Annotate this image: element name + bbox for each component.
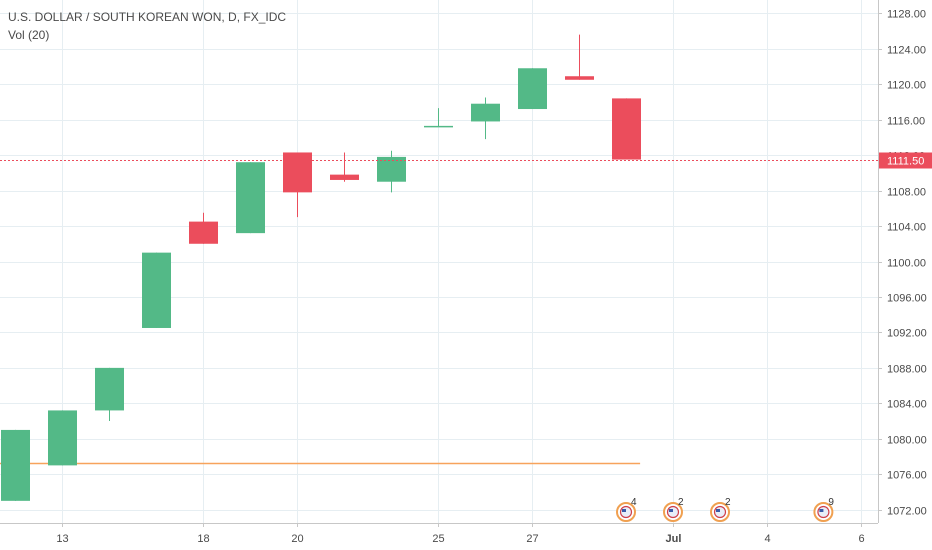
candle-body bbox=[283, 152, 312, 193]
economic-events[interactable]: 4 2 2 9 bbox=[616, 497, 834, 522]
candle bbox=[424, 108, 453, 128]
flag-canton-icon bbox=[669, 509, 673, 512]
candle bbox=[95, 367, 124, 422]
candle bbox=[48, 410, 77, 466]
time-tick-label: 25 bbox=[432, 533, 444, 545]
event-flag[interactable]: 9 bbox=[813, 497, 834, 522]
candle-body bbox=[189, 221, 218, 244]
candle-body bbox=[612, 98, 641, 160]
event-flag[interactable]: 4 bbox=[616, 497, 637, 522]
event-flag[interactable]: 2 bbox=[710, 497, 731, 522]
time-axis[interactable]: 13 18 20 25 27 Jul 4 6 bbox=[0, 523, 932, 550]
price-tick-label: 1092.00 bbox=[887, 328, 927, 340]
price-tick-label: 1076.00 bbox=[887, 470, 927, 482]
flag-canton-icon bbox=[622, 509, 626, 512]
candle-body bbox=[518, 68, 547, 110]
candle-body bbox=[424, 125, 453, 128]
price-tick-label: 1088.00 bbox=[887, 364, 927, 376]
candle bbox=[236, 162, 265, 234]
time-tick-label: 4 bbox=[764, 533, 770, 545]
candle-body bbox=[1, 429, 30, 501]
price-tick-label: 1096.00 bbox=[887, 293, 927, 305]
candle-body bbox=[142, 252, 171, 328]
time-axis-background bbox=[0, 523, 932, 550]
price-axis-background bbox=[878, 0, 932, 550]
candle bbox=[142, 252, 171, 328]
time-tick-label: 20 bbox=[291, 533, 303, 545]
candle bbox=[283, 152, 312, 218]
price-tick-label: 1104.00 bbox=[887, 222, 926, 234]
time-tick-label: 27 bbox=[526, 533, 538, 545]
price-tick-label: 1108.00 bbox=[887, 187, 926, 199]
candle-body bbox=[330, 174, 359, 180]
candle-body bbox=[95, 367, 124, 411]
symbol-title[interactable]: U.S. DOLLAR / SOUTH KOREAN WON, D, FX_ID… bbox=[8, 10, 287, 24]
last-price-label: 1111.50 bbox=[887, 156, 924, 168]
price-tick-label: 1100.00 bbox=[887, 258, 926, 270]
grid bbox=[0, 0, 878, 523]
candle bbox=[330, 152, 359, 182]
price-tick-label: 1080.00 bbox=[887, 435, 927, 447]
price-axis[interactable]: 1072.00 1076.00 1080.00 1084.00 1088.00 1092.… bbox=[878, 0, 932, 550]
event-count: 9 bbox=[828, 497, 834, 508]
event-flag[interactable]: 2 bbox=[663, 497, 684, 522]
price-tick-label: 1084.00 bbox=[887, 399, 927, 411]
price-tick-label: 1124.00 bbox=[887, 45, 926, 57]
candle-body bbox=[565, 76, 594, 80]
candle-body bbox=[377, 156, 406, 182]
time-tick-label: 6 bbox=[858, 533, 864, 545]
event-count: 2 bbox=[678, 497, 684, 508]
event-count: 2 bbox=[725, 497, 731, 508]
candle bbox=[471, 97, 500, 140]
candles bbox=[1, 34, 641, 501]
time-tick-label: 13 bbox=[56, 533, 68, 545]
candle bbox=[1, 429, 30, 501]
price-tick-label: 1072.00 bbox=[887, 506, 927, 518]
event-count: 4 bbox=[631, 497, 637, 508]
last-price-tag bbox=[879, 152, 932, 169]
price-tick-label: 1120.00 bbox=[887, 80, 926, 92]
candle-body bbox=[236, 162, 265, 234]
chart-legend: U.S. DOLLAR / SOUTH KOREAN WON, D, FX_ID… bbox=[8, 8, 286, 44]
candle bbox=[377, 150, 406, 193]
flag-canton-icon bbox=[716, 509, 720, 512]
time-tick-label: Jul bbox=[666, 533, 682, 545]
price-tick-label: 1128.00 bbox=[887, 9, 926, 21]
candle bbox=[565, 34, 594, 80]
candle bbox=[518, 68, 547, 110]
candle-body bbox=[471, 103, 500, 122]
candle bbox=[189, 212, 218, 244]
time-tick-label: 18 bbox=[197, 533, 209, 545]
candle bbox=[612, 98, 641, 160]
price-tick-label: 1116.00 bbox=[887, 116, 925, 128]
volume-indicator-label[interactable]: Vol (20) bbox=[8, 28, 50, 42]
flag-canton-icon bbox=[819, 509, 824, 512]
candle-body bbox=[48, 410, 77, 466]
